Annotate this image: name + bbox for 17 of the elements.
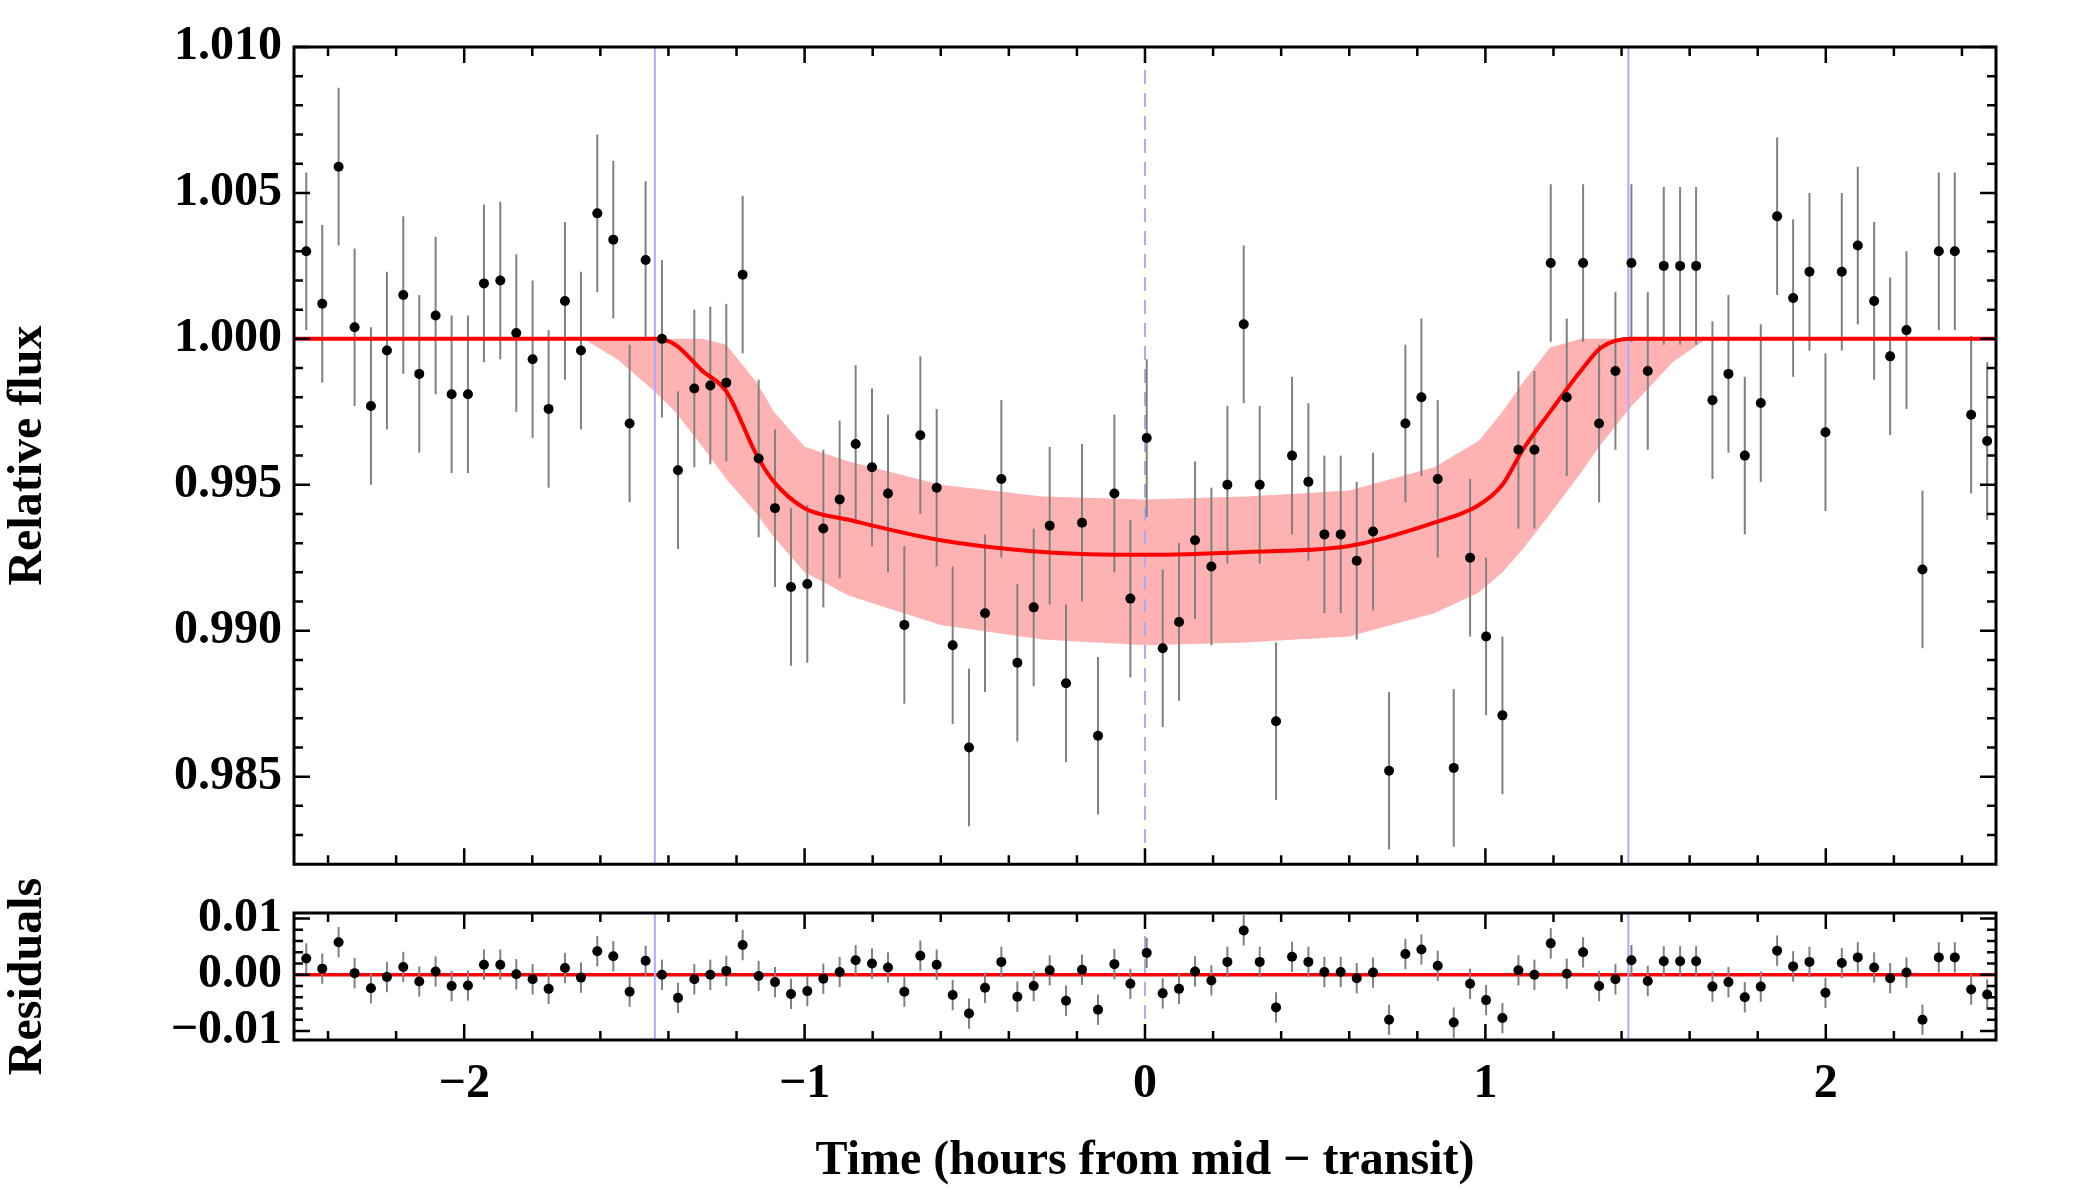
y-tick-label: 0.985 [174,746,282,800]
y-tick-label: 1.000 [174,308,282,362]
x-axis-title: Time (hours from mid − transit) [815,1130,1475,1185]
x-tick-label: −1 [778,1054,831,1108]
y-axis-title: Residuals [0,877,52,1076]
y-tick-label: 1.010 [174,16,282,70]
y-tick-label: 1.005 [174,162,282,216]
y-tick-label: 0.990 [174,600,282,654]
x-tick-label: 2 [1813,1054,1838,1108]
y-axis-title: Relative flux [0,325,52,586]
y-tick-label: 0.995 [174,454,282,508]
x-tick-label: −2 [438,1054,490,1108]
y-tick-label: −0.01 [170,1000,282,1054]
y-tick-label: 0.00 [198,944,282,998]
x-tick-label: 1 [1473,1054,1498,1108]
x-tick-label: 0 [1133,1054,1157,1108]
y-tick-label: 0.01 [198,888,282,942]
